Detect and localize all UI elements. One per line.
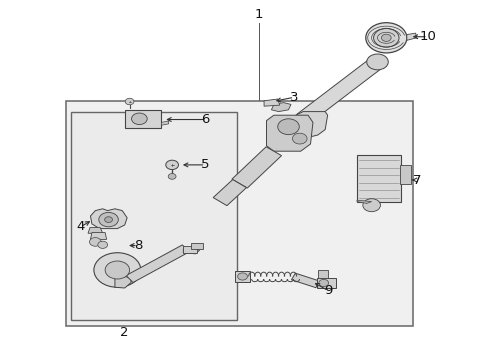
Polygon shape: [406, 33, 416, 40]
Text: 9: 9: [324, 284, 332, 297]
Bar: [71, 112, 237, 320]
Circle shape: [292, 133, 306, 144]
Circle shape: [365, 23, 406, 53]
Circle shape: [373, 28, 398, 47]
Polygon shape: [90, 233, 106, 239]
Circle shape: [94, 253, 141, 287]
Polygon shape: [291, 273, 319, 288]
Text: 4: 4: [76, 220, 85, 233]
Circle shape: [362, 199, 380, 212]
Polygon shape: [88, 228, 102, 233]
Circle shape: [381, 34, 390, 41]
Bar: [316, 278, 336, 288]
Bar: [124, 110, 161, 128]
Circle shape: [131, 113, 147, 125]
Bar: [234, 271, 250, 282]
Polygon shape: [264, 99, 279, 106]
Bar: [399, 165, 410, 184]
Polygon shape: [115, 276, 131, 288]
Circle shape: [366, 54, 387, 70]
Text: 10: 10: [419, 30, 435, 43]
Bar: [190, 243, 203, 249]
Circle shape: [104, 217, 112, 222]
Circle shape: [277, 119, 299, 135]
Bar: [66, 101, 412, 326]
Text: 3: 3: [289, 91, 298, 104]
Bar: [317, 270, 327, 278]
Circle shape: [168, 174, 176, 179]
Polygon shape: [266, 115, 312, 151]
Circle shape: [125, 98, 134, 105]
Polygon shape: [295, 112, 327, 139]
Circle shape: [99, 212, 118, 227]
Polygon shape: [161, 121, 168, 125]
Text: 1: 1: [254, 8, 263, 21]
Circle shape: [237, 273, 247, 280]
Polygon shape: [126, 245, 189, 283]
Bar: [183, 246, 197, 253]
Text: 6: 6: [201, 113, 209, 126]
Polygon shape: [296, 60, 380, 123]
Polygon shape: [183, 247, 199, 254]
Polygon shape: [213, 180, 246, 206]
Polygon shape: [356, 200, 371, 203]
Text: 2: 2: [120, 327, 129, 339]
Text: 5: 5: [201, 158, 209, 171]
Circle shape: [98, 241, 107, 248]
Text: 8: 8: [133, 239, 142, 252]
Polygon shape: [90, 209, 127, 229]
Circle shape: [105, 261, 129, 279]
Circle shape: [89, 238, 101, 246]
Circle shape: [318, 279, 328, 287]
Bar: [356, 155, 400, 202]
Circle shape: [165, 160, 178, 170]
Text: 7: 7: [411, 174, 420, 186]
Polygon shape: [271, 103, 290, 112]
Polygon shape: [231, 147, 281, 188]
